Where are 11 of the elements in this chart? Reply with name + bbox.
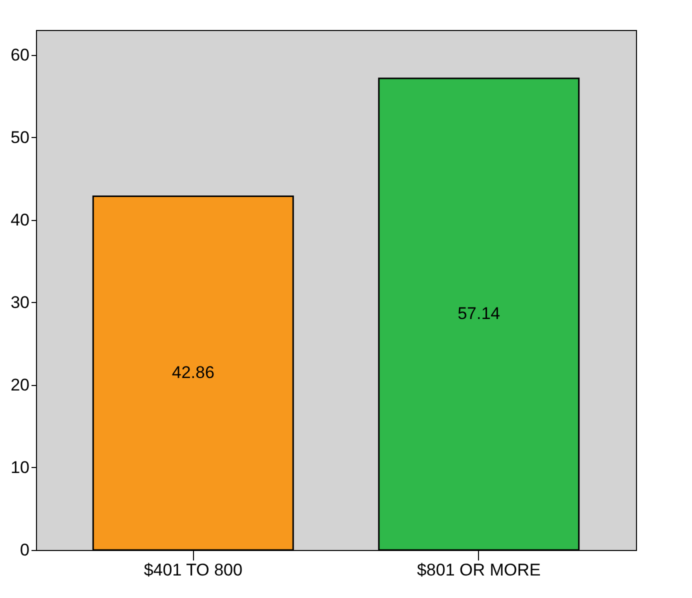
y-tick-label: 10 [10,458,30,477]
x-tick-label: $401 TO 800 [144,560,242,580]
data-label: 57.14 [458,304,500,324]
y-tick-label: 40 [10,210,30,230]
y-tick-label: 50 [10,128,30,147]
x-tick-label: $801 OR MORE [416,560,541,580]
y-tick-label: 60 [10,45,30,64]
data-label: 42.86 [172,363,214,382]
y-tick-label: 20 [10,375,30,394]
y-tick-label: 30 [10,292,30,312]
y-tick-label: 0 [20,540,30,560]
